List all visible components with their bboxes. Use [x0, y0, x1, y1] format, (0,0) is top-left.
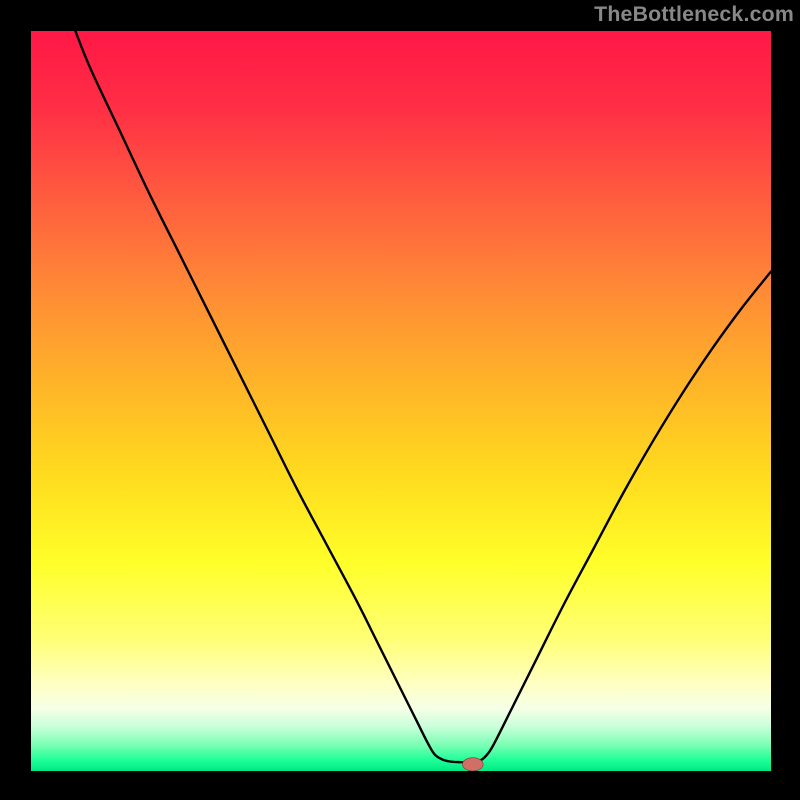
gradient-background: [31, 31, 771, 771]
chart-frame: TheBottleneck.com: [0, 0, 800, 800]
bottleneck-chart: [31, 31, 771, 771]
watermark-text: TheBottleneck.com: [594, 2, 794, 27]
plot-area: [31, 31, 771, 771]
optimal-point-marker: [462, 758, 483, 771]
